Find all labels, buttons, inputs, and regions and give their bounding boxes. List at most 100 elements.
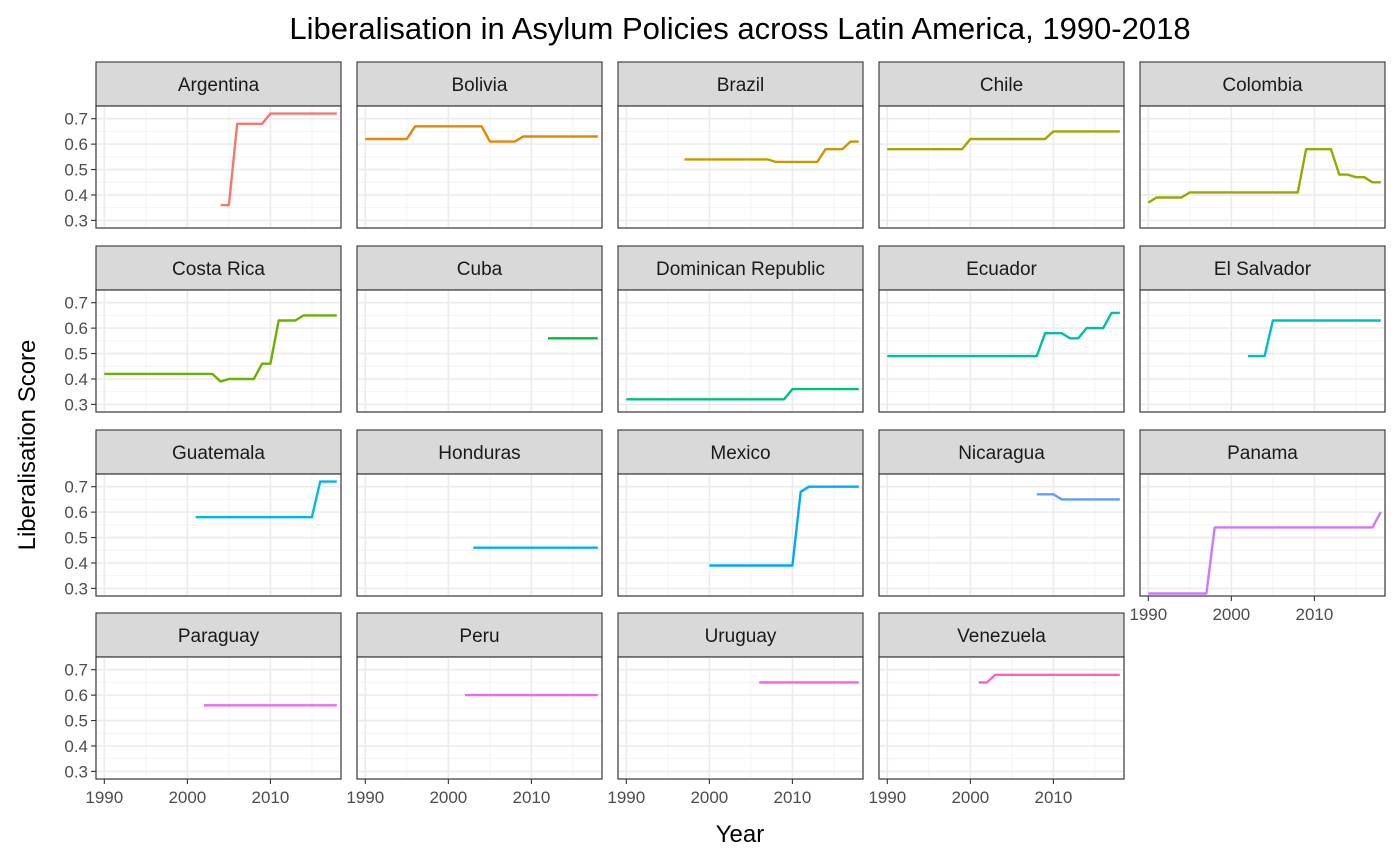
facet-strip (356, 612, 603, 658)
facet-panel-border (356, 656, 603, 780)
facet-el-salvador: El Salvador (1139, 245, 1386, 413)
series-line (365, 125, 598, 143)
facet-nicaragua: Nicaragua (878, 429, 1125, 597)
x-axis-title: Year (716, 821, 765, 848)
facet-strip (617, 429, 864, 475)
facet-panel (617, 473, 864, 597)
facet-chile: Chile (878, 61, 1125, 229)
facet-panel-border (878, 656, 1125, 780)
facet-bolivia: Bolivia (356, 61, 603, 229)
series-line (1148, 511, 1382, 595)
facet-ecuador: Ecuador (878, 245, 1125, 413)
y-tick-label: 0.7 (64, 110, 88, 129)
series-line (887, 311, 1120, 358)
facet-strip-label: Mexico (710, 443, 770, 464)
facet-strip-label: Cuba (457, 259, 503, 280)
facet-panel (617, 289, 864, 413)
facet-strip (1139, 245, 1386, 291)
y-tick-label: 0.4 (64, 737, 88, 756)
facet-panel (356, 473, 603, 597)
facet-panel (356, 656, 603, 780)
y-tick-label: 0.7 (64, 294, 88, 313)
facet-strip-label: Brazil (717, 75, 765, 96)
facet-strip-label: Chile (980, 75, 1023, 96)
facet-strip (617, 61, 864, 107)
series-line (978, 673, 1120, 684)
facet-panel (95, 105, 342, 229)
facet-panel-border (1139, 289, 1386, 413)
facet-strip-label: Paraguay (178, 626, 260, 647)
facet-strip-label: Panama (1227, 443, 1298, 464)
facet-panel-border (617, 105, 864, 229)
facet-uruguay: Uruguay 1990 2000 2010 (607, 612, 864, 807)
facet-grid: Argentina 0.3 0.4 0.5 0.6 0.7 Bolivia Brazil Chi… (64, 61, 1386, 807)
facet-argentina: Argentina 0.3 0.4 0.5 0.6 0.7 (64, 61, 342, 230)
series-line (626, 387, 859, 401)
x-tick-label: 2000 (1212, 605, 1250, 624)
facet-panel (356, 289, 603, 413)
facet-strip (878, 429, 1125, 475)
series-line (1147, 148, 1381, 204)
y-tick-label: 0.4 (64, 554, 88, 573)
facet-strip (95, 612, 342, 658)
facet-panel-border (1139, 105, 1386, 229)
facet-peru: Peru 1990 2000 2010 (346, 612, 603, 807)
y-tick-label: 0.5 (64, 161, 88, 180)
y-tick-label: 0.7 (64, 478, 88, 497)
x-tick-label: 1990 (346, 788, 384, 807)
series-line (195, 480, 337, 519)
x-tick-label: 2010 (1034, 788, 1072, 807)
facet-panel-border (356, 105, 603, 229)
facet-panel (878, 473, 1125, 597)
facet-strip-label: Nicaragua (958, 443, 1045, 464)
facet-strip-label: Ecuador (966, 259, 1037, 280)
facet-honduras: Honduras (356, 429, 603, 597)
facet-panel-border (356, 289, 603, 413)
facet-strip-label: Peru (459, 626, 499, 647)
facet-strip-label: Guatemala (172, 443, 265, 464)
x-tick-label: 2000 (429, 788, 467, 807)
facet-panel (1139, 289, 1386, 413)
series-line (1036, 493, 1120, 501)
facet-strip-label: Venezuela (957, 626, 1046, 647)
facet-panel-border (95, 105, 342, 229)
facet-brazil: Brazil (617, 61, 864, 229)
facet-panel-border (356, 473, 603, 597)
facet-strip-label: Colombia (1222, 75, 1303, 96)
y-tick-label: 0.6 (64, 503, 88, 522)
y-tick-label: 0.4 (64, 370, 88, 389)
y-tick-label: 0.5 (64, 529, 88, 548)
facet-panel (1139, 105, 1386, 229)
facet-cuba: Cuba (356, 245, 603, 413)
series-line (220, 112, 337, 207)
facet-strip (95, 61, 342, 107)
y-tick-label: 0.3 (64, 211, 88, 230)
facet-panel-border (617, 473, 864, 597)
facet-mexico: Mexico (617, 429, 864, 597)
facet-strip (95, 245, 342, 291)
facet-panel (95, 473, 342, 597)
x-tick-label: 2010 (1295, 605, 1333, 624)
facet-strip-label: Uruguay (705, 626, 777, 647)
facet-panel (95, 656, 342, 780)
x-tick-label: 1990 (1129, 605, 1167, 624)
series-line (684, 140, 859, 164)
facet-panel-border (1139, 473, 1386, 597)
y-tick-label: 0.4 (64, 186, 88, 205)
facet-panel-border (617, 289, 864, 413)
facet-strip (878, 612, 1125, 658)
facet-strip-label: Costa Rica (172, 259, 265, 280)
facet-panel-border (95, 289, 342, 413)
x-tick-label: 2010 (251, 788, 289, 807)
facet-costa-rica: Costa Rica 0.3 0.4 0.5 0.6 0.7 (64, 245, 342, 414)
facet-paraguay: Paraguay 0.3 0.4 0.5 0.6 0.7 1990 2000 2010 (64, 612, 342, 807)
y-tick-label: 0.6 (64, 686, 88, 705)
y-axis-title: Liberalisation Score (14, 340, 41, 551)
facet-panel (617, 656, 864, 780)
y-tick-label: 0.3 (64, 762, 88, 781)
facet-strip (617, 245, 864, 291)
x-tick-label: 1990 (607, 788, 645, 807)
facet-strip (95, 429, 342, 475)
facet-panel-border (878, 473, 1125, 597)
